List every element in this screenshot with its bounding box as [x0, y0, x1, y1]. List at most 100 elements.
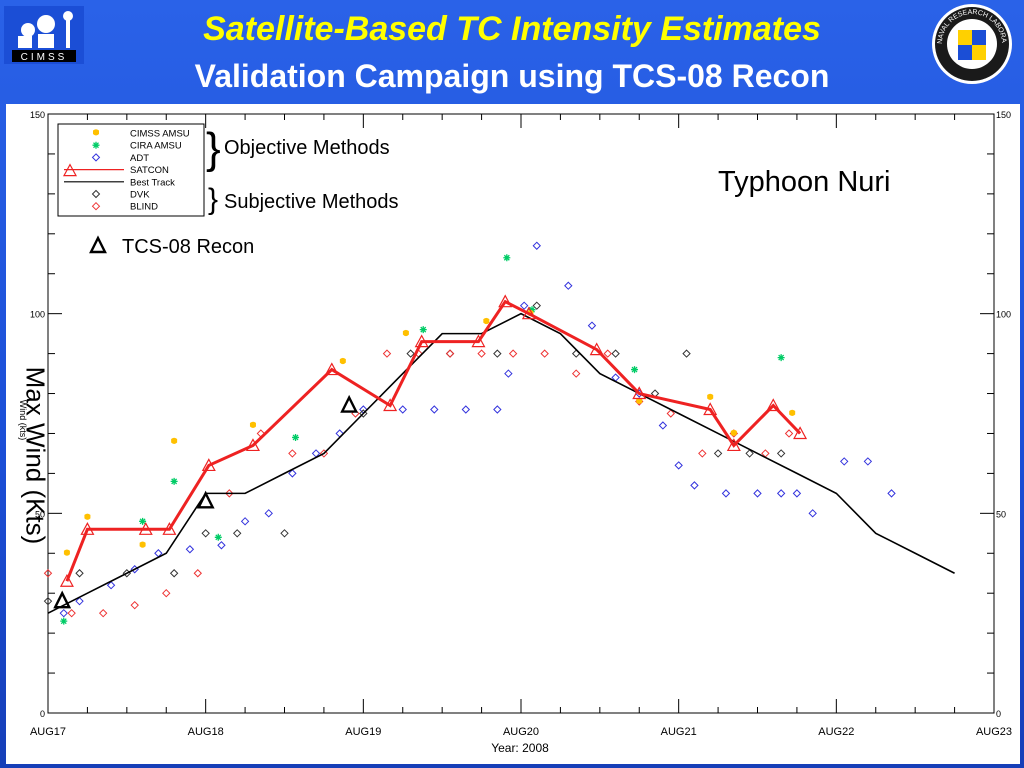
y-tick-label: 150 — [996, 110, 1011, 120]
y-tick-label: 150 — [30, 110, 45, 120]
satcon-point — [471, 334, 486, 348]
dvk-point — [713, 449, 723, 458]
legend-marker — [91, 153, 101, 162]
adt-point — [658, 421, 668, 430]
adt-point — [504, 369, 513, 378]
satcon-point — [80, 522, 95, 535]
big-y-axis-title: Max Wind (Kts) — [20, 366, 51, 545]
legend-label: ADT — [130, 153, 149, 164]
blind-point — [288, 449, 297, 458]
x-tick-label: AUG18 — [188, 726, 224, 738]
y-tick-label: 50 — [35, 509, 45, 519]
blind-point — [98, 608, 108, 618]
nrl-logo: NAVAL RESEARCH LABORATORY — [930, 2, 1012, 84]
slide-title-line1: Satellite-Based TC Intensity Estimates — [203, 10, 821, 48]
cira-amsu-point — [214, 533, 222, 541]
blind-point — [540, 349, 549, 358]
adt-point — [887, 489, 896, 498]
blind-point — [698, 449, 707, 458]
blind-point — [477, 349, 486, 358]
cimss-amsu-point — [339, 357, 346, 365]
adt-point — [59, 608, 68, 618]
cimss-amsu-point — [139, 541, 146, 548]
legend-label: Best Track — [130, 177, 175, 188]
legend-marker — [91, 189, 101, 199]
adt-point — [264, 509, 273, 518]
cimss-amsu-point — [171, 437, 178, 444]
y-tick-label: 50 — [996, 509, 1006, 519]
recon-point — [53, 590, 72, 609]
dvk-point — [406, 349, 415, 358]
dvk-point — [359, 409, 368, 418]
blind-point — [571, 369, 581, 378]
cimss-amsu-point — [249, 421, 256, 428]
cimss-logo: CIMSS — [4, 6, 84, 64]
x-tick-label: AUG17 — [30, 726, 66, 738]
subjective-brace: } — [208, 183, 219, 216]
dvk-point — [776, 449, 786, 458]
blind-point — [319, 449, 329, 458]
satcon-point — [414, 334, 429, 348]
recon-point — [340, 394, 359, 413]
adt-point — [217, 541, 226, 550]
cira-amsu-point — [170, 477, 178, 485]
x-tick-label: AUG23 — [976, 726, 1012, 738]
adt-point — [863, 457, 873, 466]
dvk-point — [201, 529, 210, 538]
y-tick-label: 100 — [996, 310, 1011, 320]
legend-entry: SATCON — [62, 163, 169, 177]
cimss-amsu-point — [730, 429, 737, 436]
objective-methods-label: Objective Methods — [224, 137, 390, 159]
dvk-point — [232, 529, 242, 538]
y-axis-label: Wind (kts) — [18, 400, 28, 441]
legend-entry: Best Track — [64, 177, 175, 188]
dvk-point — [611, 349, 620, 358]
legend-marker — [92, 141, 100, 149]
satcon-point — [521, 306, 536, 320]
legend-entry: DVK — [91, 189, 150, 201]
adt-point — [564, 281, 573, 290]
dvk-point — [682, 349, 691, 358]
blind-point — [445, 349, 455, 358]
legend-label: CIMSS AMSU — [130, 129, 190, 140]
cimss-amsu-point — [789, 409, 796, 416]
blind-point — [382, 349, 392, 358]
cira-amsu-point — [419, 326, 427, 334]
svg-text:CIMSS: CIMSS — [21, 52, 68, 63]
cimss-amsu-point — [483, 317, 490, 325]
blind-point — [162, 588, 171, 598]
legend-label: DVK — [130, 190, 150, 201]
blind-point — [225, 489, 234, 498]
adt-point — [776, 489, 786, 498]
adt-point — [461, 405, 471, 414]
satcon-point — [703, 402, 718, 416]
adt-point — [75, 596, 84, 606]
legend-marker — [93, 129, 99, 136]
adt-point — [808, 509, 817, 518]
dvk-point — [445, 349, 455, 358]
recon-point — [196, 490, 215, 509]
y-tick-label: 100 — [30, 310, 45, 320]
slide-title-line2: Validation Campaign using TCS-08 Recon — [194, 58, 830, 94]
x-tick-label: AUG21 — [661, 726, 697, 738]
cira-amsu-point — [631, 366, 639, 374]
dvk-point — [280, 529, 289, 538]
blind-point — [193, 569, 202, 578]
cimss-amsu-point — [63, 549, 70, 556]
cira-amsu-point — [292, 433, 300, 441]
legend-marker — [91, 201, 101, 211]
legend-label: CIRA AMSU — [130, 141, 182, 152]
cira-amsu-point — [503, 254, 511, 262]
y-tick-label: 0 — [996, 709, 1001, 719]
adt-point — [674, 461, 683, 470]
adt-point — [185, 545, 195, 554]
satcon-point — [793, 426, 808, 440]
satcon-point — [383, 398, 398, 412]
adt-point — [690, 481, 699, 490]
blind-point — [508, 349, 518, 358]
cira-amsu-point — [777, 354, 785, 362]
x-tick-label: AUG22 — [818, 726, 854, 738]
satcon-point — [498, 294, 513, 308]
adt-point — [532, 241, 541, 250]
